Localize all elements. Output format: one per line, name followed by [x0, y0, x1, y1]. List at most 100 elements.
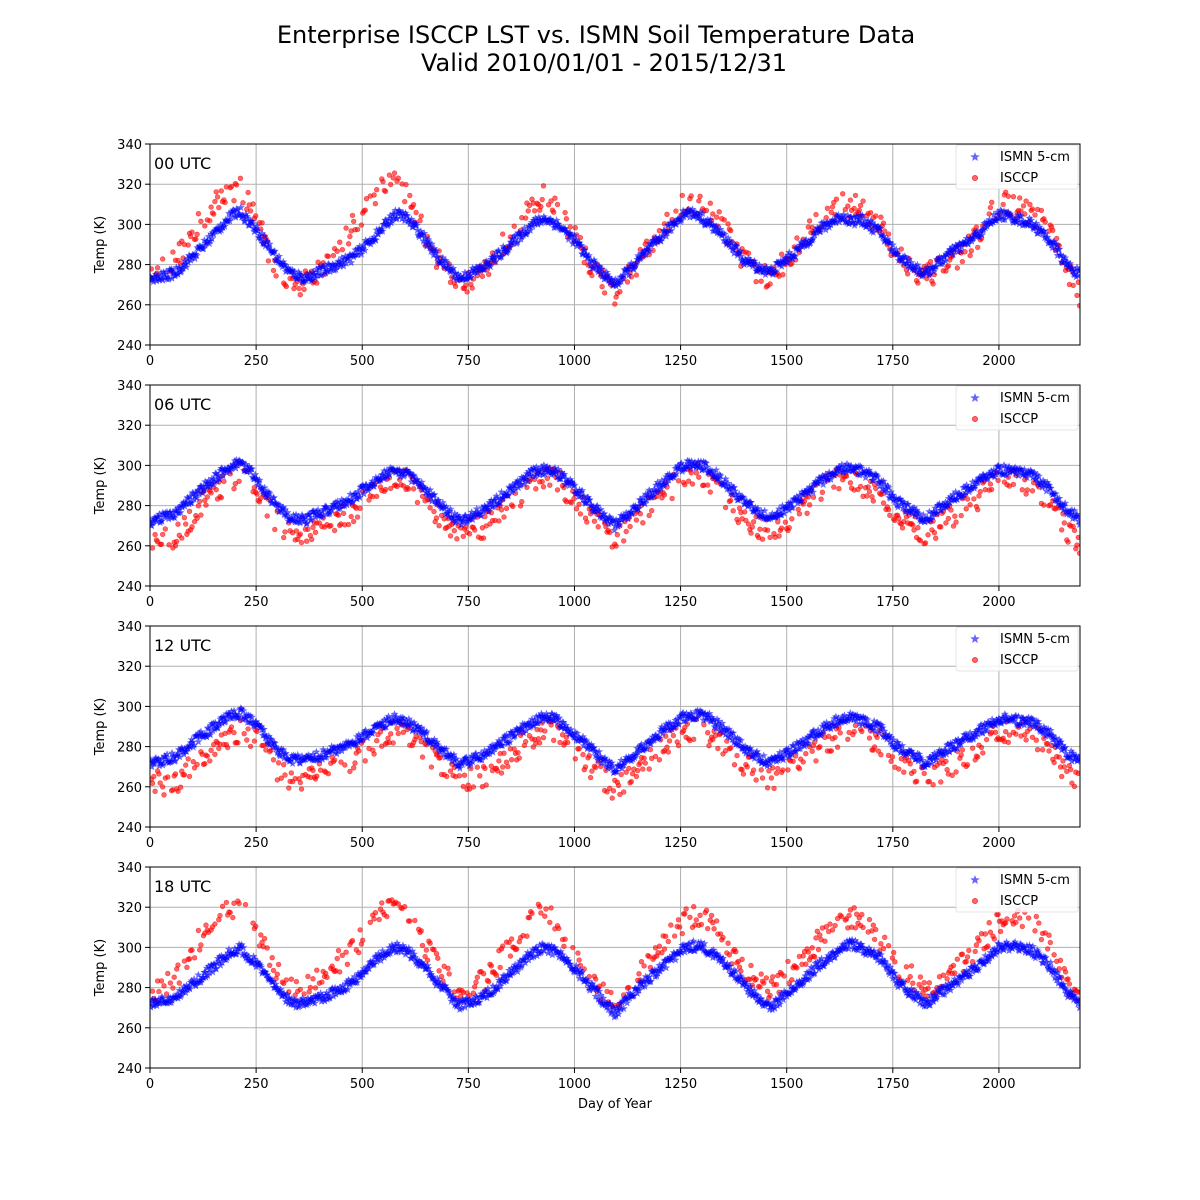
isccp-point [219, 903, 226, 909]
y-tick-label: 240 [117, 821, 142, 836]
ismn-point [876, 481, 885, 490]
series-isccp [150, 460, 1080, 556]
ismn-point [190, 740, 199, 749]
isccp-point [362, 758, 368, 764]
ismn-point [596, 505, 605, 513]
ismn-point [997, 719, 1006, 727]
isccp-point [901, 769, 907, 775]
ismn-point [578, 486, 587, 494]
isccp-point [158, 541, 165, 547]
ismn-point [692, 209, 701, 217]
isccp-point [358, 222, 365, 228]
ismn-point [871, 221, 879, 229]
ismn-point [962, 481, 971, 489]
ismn-point [262, 732, 271, 740]
isccp-point [818, 496, 824, 502]
ismn-point [819, 727, 828, 735]
ismn-point [660, 480, 669, 488]
ismn-point [1055, 735, 1064, 744]
ismn-point [283, 508, 292, 516]
ismn-point [201, 477, 210, 486]
isccp-point [480, 535, 487, 541]
ismn-point [293, 750, 302, 759]
ismn-point [873, 472, 882, 481]
ismn-point [642, 744, 651, 753]
isccp-point [949, 772, 955, 778]
isccp-point [878, 751, 884, 758]
ismn-point [677, 459, 686, 467]
ismn-point [821, 225, 830, 234]
isccp-point [444, 773, 450, 780]
ismn-point [526, 226, 535, 234]
ismn-point [912, 506, 921, 514]
ismn-point [181, 259, 190, 268]
isccp-point [1071, 783, 1078, 790]
isccp-point [953, 519, 959, 525]
ismn-point [446, 505, 455, 513]
isccp-point [216, 204, 222, 211]
ismn-point [442, 745, 451, 753]
isccp-point [195, 211, 202, 217]
isccp-point [646, 766, 652, 772]
isccp-point [250, 201, 256, 207]
isccp-point [437, 754, 443, 761]
isccp-point [911, 768, 917, 775]
ismn-point [1036, 477, 1045, 486]
ismn-point [279, 257, 288, 266]
ismn-point [753, 504, 762, 512]
ismn-point [320, 261, 328, 270]
ismn-point [1003, 467, 1012, 475]
ismn-point [831, 218, 840, 227]
ismn-point [826, 475, 835, 483]
ismn-point [534, 719, 542, 727]
isccp-point [296, 285, 302, 292]
isccp-point [980, 750, 986, 756]
ismn-point [729, 245, 738, 254]
ismn-point [886, 738, 895, 746]
y-tick-label: 260 [117, 299, 142, 314]
ismn-point [532, 463, 541, 471]
isccp-point [228, 183, 235, 190]
ismn-point [907, 747, 916, 755]
isccp-point [734, 752, 740, 759]
ismn-point [294, 753, 303, 762]
isccp-point [703, 207, 710, 214]
ismn-point [953, 495, 962, 503]
isccp-point [775, 765, 781, 772]
ismn-point [460, 272, 469, 280]
ismn-point [802, 235, 811, 244]
ismn-point [331, 748, 340, 756]
ismn-point [450, 509, 459, 517]
ismn-point [468, 264, 477, 272]
ismn-point [300, 517, 309, 525]
isccp-point [652, 753, 659, 760]
isccp-point [310, 767, 316, 774]
ismn-point [942, 750, 951, 758]
ismn-point [740, 260, 749, 268]
isccp-point [795, 506, 801, 513]
x-tick-label: 250 [244, 595, 269, 610]
ismn-point [674, 720, 683, 728]
ismn-point [569, 235, 578, 244]
ismn-point [331, 265, 340, 274]
ismn-point [721, 474, 730, 483]
ismn-point [156, 272, 165, 281]
isccp-point [297, 531, 303, 537]
ismn-point [534, 466, 543, 475]
isccp-point [1070, 282, 1076, 289]
isccp-point [198, 512, 204, 518]
series-isccp [150, 715, 1080, 801]
ismn-point [973, 478, 982, 486]
ismn-point [961, 237, 970, 246]
ismn-point [932, 755, 941, 764]
ismn-point [277, 506, 286, 515]
isccp-point [614, 531, 620, 538]
ismn-point [785, 506, 794, 514]
ismn-point [863, 715, 872, 724]
ismn-point [472, 749, 480, 757]
isccp-point [331, 527, 338, 534]
ismn-point [555, 222, 564, 230]
isccp-point [203, 502, 209, 508]
ismn-point [1017, 719, 1025, 728]
